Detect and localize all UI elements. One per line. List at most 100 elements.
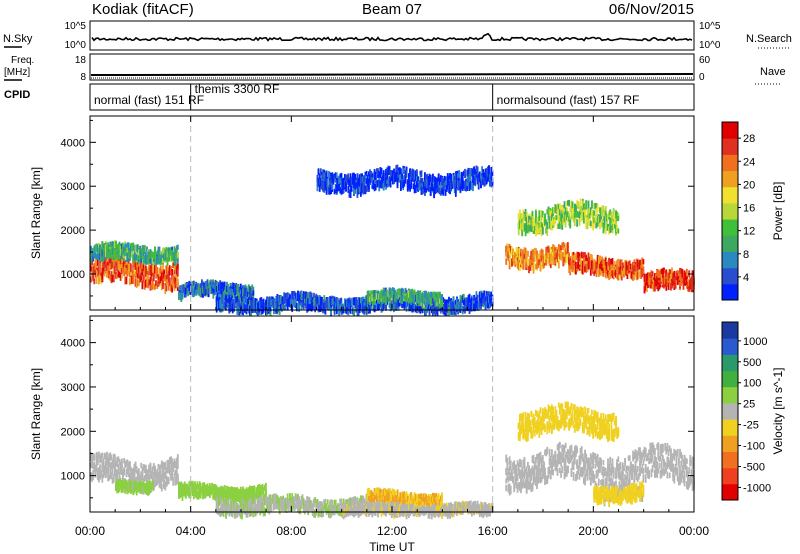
echo-cell bbox=[545, 223, 548, 230]
echo-cell bbox=[585, 201, 588, 210]
echo-cell bbox=[179, 492, 181, 498]
echo-cell bbox=[646, 286, 648, 293]
echo-cell bbox=[119, 272, 122, 278]
echo-cell bbox=[458, 304, 461, 313]
echo-cell bbox=[366, 180, 369, 186]
echo-cell bbox=[127, 471, 130, 478]
echo-cell bbox=[689, 280, 692, 289]
echo-cell bbox=[457, 301, 459, 310]
echo-cell bbox=[338, 301, 340, 308]
echo-cell bbox=[641, 269, 644, 278]
echo-cell bbox=[182, 483, 185, 493]
echo-cell bbox=[424, 305, 426, 312]
echo-cell bbox=[117, 482, 120, 492]
echo-cell bbox=[144, 279, 147, 288]
echo-cell bbox=[234, 295, 236, 303]
echo-cell bbox=[171, 471, 173, 480]
echo-cell bbox=[195, 484, 197, 492]
echo-cell bbox=[592, 221, 594, 231]
echo-cell bbox=[128, 263, 131, 273]
echo-cell bbox=[163, 247, 165, 254]
echo-cell bbox=[521, 250, 524, 259]
echo-cell bbox=[617, 273, 620, 281]
echo-cell bbox=[176, 263, 179, 271]
echo-cell bbox=[364, 299, 367, 306]
echo-cell bbox=[136, 481, 139, 489]
echo-cell bbox=[147, 256, 149, 265]
echo-cell bbox=[370, 300, 373, 306]
echo-cell bbox=[348, 298, 351, 304]
echo-cell bbox=[116, 273, 119, 279]
echo-cell bbox=[604, 257, 607, 267]
echo-cell bbox=[483, 290, 486, 300]
echo-cell bbox=[174, 266, 177, 273]
echo-cell bbox=[314, 303, 316, 313]
echo-cell bbox=[134, 463, 137, 473]
echo-cell bbox=[104, 453, 107, 461]
echo-cell bbox=[126, 465, 129, 474]
echo-cell bbox=[591, 254, 593, 261]
echo-cell bbox=[557, 259, 560, 269]
echo-cell bbox=[548, 256, 551, 263]
echo-cell bbox=[135, 478, 138, 485]
echo-cell bbox=[604, 210, 607, 216]
echo-cell bbox=[384, 181, 386, 188]
echo-cell bbox=[567, 217, 569, 223]
echo-cell bbox=[347, 178, 350, 185]
nsky-trace bbox=[91, 32, 693, 42]
echo-cell bbox=[354, 297, 357, 306]
echo-cell bbox=[167, 282, 170, 291]
echo-cell bbox=[434, 186, 437, 195]
colorbar-swatch bbox=[722, 267, 738, 285]
echo-cell bbox=[395, 171, 398, 179]
echo-cell bbox=[418, 180, 421, 188]
echo-cell bbox=[524, 208, 527, 218]
echo-cell bbox=[284, 297, 287, 304]
echo-cell bbox=[416, 178, 418, 184]
date-title: 06/Nov/2015 bbox=[609, 1, 694, 18]
echo-cell bbox=[110, 471, 113, 480]
echo-cell bbox=[538, 259, 541, 266]
echo-cell bbox=[95, 253, 98, 260]
echo-cell bbox=[520, 219, 522, 226]
echo-cell bbox=[218, 289, 220, 299]
echo-cell bbox=[537, 258, 540, 264]
echo-cell bbox=[584, 252, 586, 258]
echo-cell bbox=[397, 288, 400, 295]
echo-cell bbox=[368, 171, 370, 180]
echo-cell bbox=[533, 247, 536, 253]
echo-cell bbox=[140, 251, 143, 260]
echo-region bbox=[178, 279, 255, 304]
echo-cell bbox=[681, 269, 684, 278]
echo-cell bbox=[533, 251, 536, 258]
echo-cell bbox=[209, 491, 211, 499]
echo-cell bbox=[632, 274, 634, 281]
echo-cell bbox=[426, 304, 429, 313]
echo-cell bbox=[587, 207, 590, 216]
echo-cell bbox=[118, 471, 121, 479]
echo-cell bbox=[135, 254, 138, 261]
echo-cell bbox=[140, 262, 143, 269]
echo-cell bbox=[140, 272, 143, 282]
echo-cell bbox=[212, 290, 215, 299]
echo-cell bbox=[585, 255, 588, 261]
echo-cell bbox=[380, 167, 383, 175]
echo-cell bbox=[171, 246, 173, 252]
echo-cell bbox=[347, 303, 350, 311]
echo-cell bbox=[420, 303, 423, 312]
echo-cell bbox=[540, 210, 543, 218]
echo-cell bbox=[602, 267, 605, 273]
echo-cell bbox=[154, 265, 156, 274]
echo-cell bbox=[116, 484, 119, 494]
echo-cell bbox=[149, 265, 152, 271]
echo-cell bbox=[128, 461, 131, 470]
echo-cell bbox=[470, 297, 473, 307]
echo-cell bbox=[358, 174, 361, 183]
echo-cell bbox=[468, 174, 471, 183]
echo-cell bbox=[134, 245, 137, 253]
echo-cell bbox=[290, 299, 292, 308]
echo-cell bbox=[195, 284, 197, 292]
echo-cell bbox=[414, 304, 417, 313]
echo-cell bbox=[464, 168, 466, 178]
echo-cell bbox=[535, 230, 537, 237]
